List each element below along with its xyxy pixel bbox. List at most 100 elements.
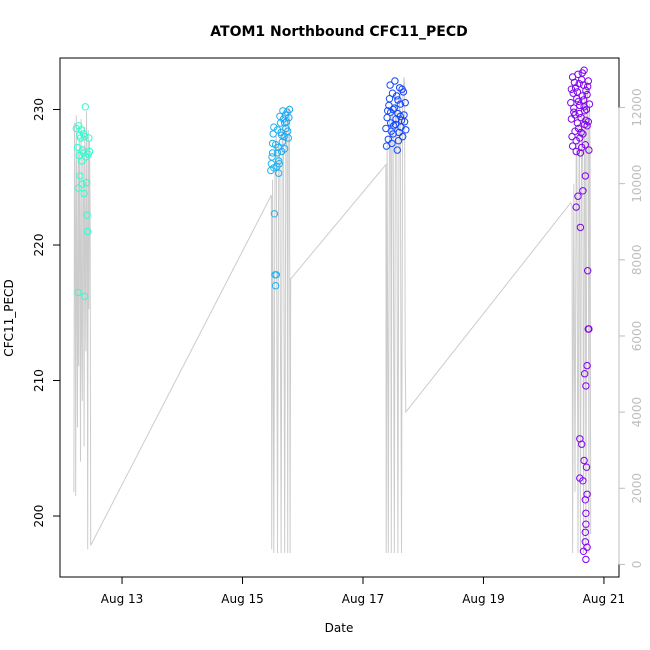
data-point bbox=[77, 126, 85, 134]
data-point bbox=[571, 84, 580, 92]
data-point bbox=[581, 528, 589, 536]
chart-title: ATOM1 Northbound CFC11_PECD bbox=[210, 24, 467, 40]
y2-tick-label: 4000 bbox=[630, 397, 644, 428]
data-point bbox=[583, 361, 591, 370]
y2-tick-label: 0 bbox=[630, 561, 644, 569]
data-point bbox=[578, 143, 586, 152]
plot-frame bbox=[59, 57, 620, 578]
data-point bbox=[85, 147, 94, 156]
data-point bbox=[76, 172, 84, 180]
data-point bbox=[285, 113, 293, 122]
data-point bbox=[585, 325, 593, 333]
data-point bbox=[578, 69, 586, 77]
data-point bbox=[567, 85, 576, 93]
data-point bbox=[81, 292, 89, 301]
data-point bbox=[580, 456, 588, 465]
data-point bbox=[574, 97, 583, 106]
data-point bbox=[568, 132, 576, 141]
data-point bbox=[390, 122, 398, 130]
secondary-line-layer bbox=[73, 76, 592, 554]
data-point bbox=[583, 543, 591, 551]
y2-axis: 0 2000 4000 6000 8000 10000 12000 bbox=[618, 88, 644, 569]
y2-tick-label: 8000 bbox=[630, 245, 644, 276]
data-point bbox=[389, 105, 397, 114]
data-point bbox=[576, 134, 584, 142]
x-tick-label: Aug 17 bbox=[342, 592, 385, 606]
data-point bbox=[580, 103, 588, 111]
data-point bbox=[576, 149, 585, 157]
data-point bbox=[570, 104, 578, 112]
y-tick-label: 230 bbox=[32, 98, 46, 121]
data-point bbox=[581, 172, 589, 180]
y2-tick-label: 2000 bbox=[630, 473, 644, 504]
data-point bbox=[384, 135, 392, 144]
y-tick-label: 220 bbox=[32, 234, 46, 257]
data-point bbox=[578, 440, 586, 448]
x-tick-label: Aug 19 bbox=[462, 592, 505, 606]
data-point bbox=[394, 96, 402, 104]
data-point bbox=[573, 119, 582, 127]
x-axis-label: Date bbox=[325, 621, 354, 635]
data-point bbox=[270, 164, 278, 172]
data-point bbox=[572, 147, 580, 156]
data-point bbox=[82, 179, 91, 187]
data-point bbox=[394, 137, 403, 145]
data-point bbox=[268, 153, 276, 161]
data-point bbox=[400, 111, 408, 119]
y-tick-label: 210 bbox=[32, 369, 46, 392]
data-point bbox=[567, 115, 576, 123]
x-tick-label: Aug 13 bbox=[101, 592, 144, 606]
data-point bbox=[579, 187, 587, 195]
data-point bbox=[78, 157, 86, 165]
data-point bbox=[382, 142, 391, 150]
data-point bbox=[74, 288, 82, 297]
data-point bbox=[570, 108, 578, 116]
data-point bbox=[273, 149, 282, 157]
data-point bbox=[85, 134, 93, 142]
data-point bbox=[581, 370, 589, 378]
data-point bbox=[579, 477, 587, 485]
data-point bbox=[388, 89, 397, 97]
data-point bbox=[81, 103, 90, 111]
data-point bbox=[285, 105, 294, 114]
data-point bbox=[281, 119, 289, 127]
data-point bbox=[386, 81, 394, 89]
data-point bbox=[281, 145, 289, 153]
data-point bbox=[268, 149, 277, 157]
data-point bbox=[402, 126, 410, 134]
data-point bbox=[582, 520, 590, 528]
data-point bbox=[575, 80, 583, 88]
data-point bbox=[568, 142, 577, 150]
data-point bbox=[284, 134, 292, 142]
data-point bbox=[282, 118, 291, 126]
data-point bbox=[582, 116, 590, 125]
data-point bbox=[579, 81, 588, 89]
data-point bbox=[581, 120, 589, 129]
data-point bbox=[275, 160, 283, 168]
data-point bbox=[76, 131, 84, 139]
data-point bbox=[271, 141, 280, 149]
data-point bbox=[582, 382, 590, 390]
data-point bbox=[584, 82, 592, 91]
data-point bbox=[78, 180, 87, 188]
data-point bbox=[275, 169, 283, 177]
data-point bbox=[80, 189, 88, 198]
x-axis: Aug 13 Aug 15 Aug 17 Aug 19 Aug 21 bbox=[101, 577, 625, 606]
y-tick-label: 200 bbox=[32, 505, 46, 528]
data-point bbox=[270, 210, 279, 218]
data-point bbox=[275, 157, 283, 165]
data-point bbox=[396, 112, 404, 121]
data-points-layer bbox=[72, 66, 594, 564]
y-axis: 200 210 220 230 bbox=[32, 98, 60, 527]
secondary-series-line bbox=[73, 76, 592, 554]
data-point bbox=[581, 538, 589, 546]
data-point bbox=[271, 282, 280, 290]
data-point bbox=[576, 223, 585, 232]
data-point bbox=[400, 118, 409, 126]
data-point bbox=[79, 130, 88, 138]
data-point bbox=[578, 92, 586, 100]
data-point bbox=[395, 128, 403, 137]
data-point bbox=[570, 78, 579, 87]
data-point bbox=[572, 203, 580, 211]
